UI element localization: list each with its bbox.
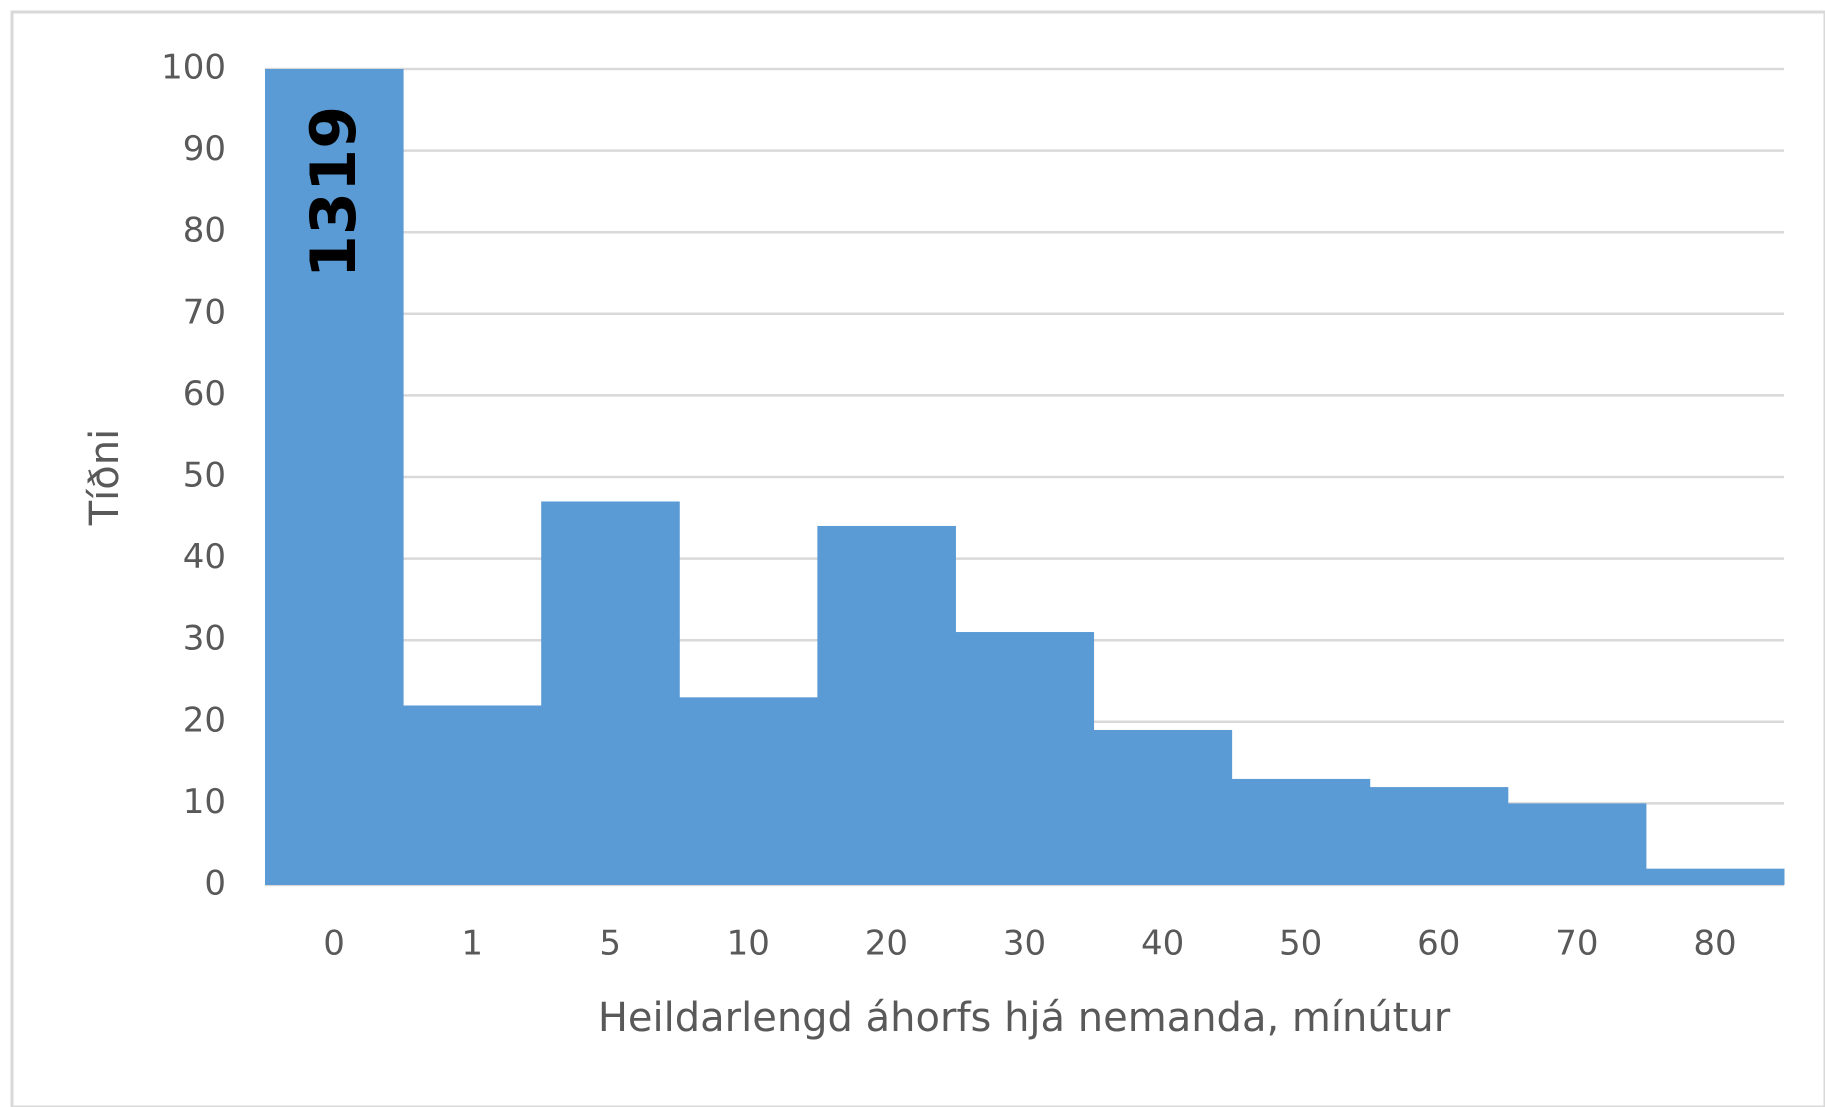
data-label: 1319 [297, 106, 370, 279]
bar [1093, 729, 1233, 885]
x-axis-title: Heildarlengd áhorfs hjá nemanda, mínútur [598, 995, 1451, 1041]
y-tick-label: 0 [204, 864, 226, 904]
bar [1507, 803, 1647, 885]
bar [403, 705, 542, 885]
x-tick-label: 60 [1417, 924, 1460, 964]
y-tick-label: 80 [183, 211, 226, 251]
y-tick-label: 10 [183, 782, 226, 822]
x-tick-label: 1 [461, 924, 483, 964]
bar [541, 501, 680, 885]
x-tick-label: 20 [865, 924, 908, 964]
y-tick-label: 60 [183, 374, 226, 414]
bar [817, 525, 956, 885]
y-tick-label: 70 [183, 292, 226, 332]
y-tick-label: 90 [183, 129, 226, 169]
x-tick-label: 30 [1003, 924, 1046, 964]
bar [265, 69, 404, 885]
bar [955, 632, 1095, 885]
bar [679, 697, 818, 885]
x-tick-label: 50 [1279, 924, 1322, 964]
bars [265, 69, 1785, 885]
y-tick-label: 40 [183, 537, 226, 577]
bar [1645, 868, 1785, 885]
x-tick-label: 40 [1141, 924, 1184, 964]
x-tick-label: 0 [323, 924, 345, 964]
y-tick-label: 30 [183, 619, 226, 659]
bar [1231, 778, 1371, 885]
y-axis-title: Tíðni [82, 429, 128, 526]
y-tick-label: 20 [183, 700, 226, 740]
x-tick-label: 5 [599, 924, 621, 964]
x-tick-label: 10 [727, 924, 770, 964]
y-tick-label: 50 [183, 456, 226, 496]
bar [1369, 787, 1509, 885]
x-tick-label: 80 [1693, 924, 1736, 964]
y-tick-label: 100 [161, 48, 226, 88]
x-tick-label: 70 [1555, 924, 1598, 964]
